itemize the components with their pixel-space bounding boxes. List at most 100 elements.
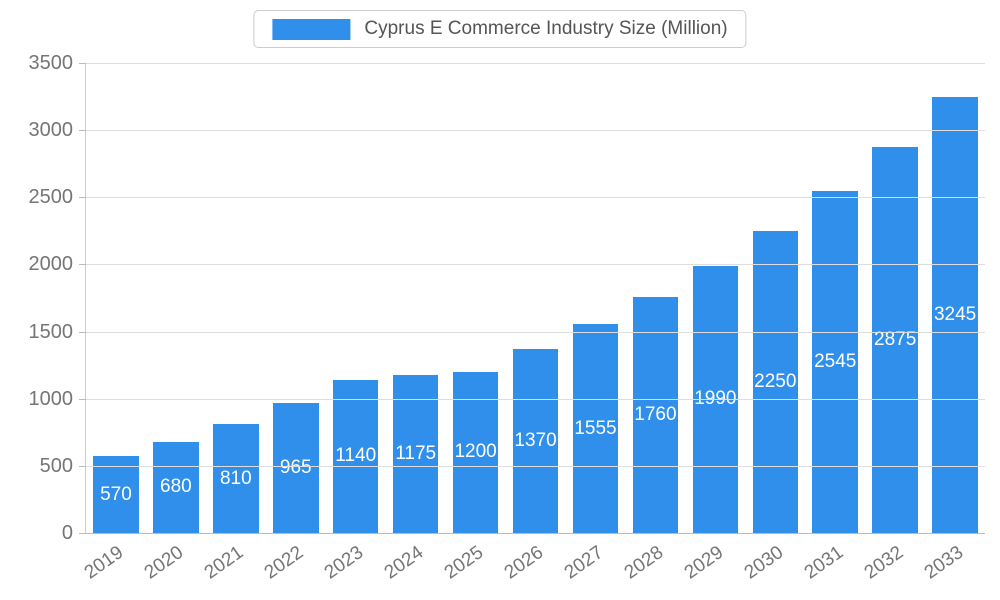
x-tick-label: 2024 (380, 542, 428, 584)
y-tick-label: 0 (61, 522, 73, 544)
x-tick-label: 2019 (80, 542, 128, 584)
legend-label: Cyprus E Commerce Industry Size (Million… (364, 18, 728, 39)
bar-value-label: 1200 (454, 441, 497, 463)
x-tick-slot: 2021 (200, 533, 265, 593)
bar-2025: 1200 (452, 371, 499, 533)
y-tick-mark (79, 264, 86, 266)
bar-slot: 680 (146, 63, 206, 533)
x-axis: 2019 2020 2021 2022 2023 2024 2025 2026 2027 2028… (80, 533, 985, 593)
gridline (86, 197, 985, 199)
bar-2032: 2875 (872, 146, 918, 533)
y-tick-label: 1500 (28, 320, 74, 343)
y-tick-mark (79, 63, 86, 64)
x-tick-label: 2025 (440, 542, 488, 584)
bar-slot: 2250 (745, 63, 805, 533)
plot-area: 570 680 810 965 1140 1175 1200 1370 1555 1760 1990… (29, 53, 985, 543)
bar-value-label: 1140 (335, 445, 377, 467)
y-tick-mark (79, 130, 86, 132)
gridline (86, 465, 985, 467)
x-tick-slot: 2030 (740, 533, 805, 593)
y-tick-label: 3000 (28, 119, 74, 142)
bar-value-label: 2875 (874, 328, 917, 350)
y-tick-mark (79, 331, 86, 333)
x-tick-slot: 2027 (560, 533, 625, 593)
x-tick-label: 2031 (800, 542, 848, 584)
y-tick-label: 500 (39, 454, 73, 477)
bar-2031: 2545 (812, 191, 858, 533)
bar-value-label: 965 (279, 457, 312, 479)
x-tick-label: 2021 (200, 542, 248, 584)
x-tick-slot: 2022 (260, 533, 325, 593)
bar-slot: 3245 (925, 63, 985, 533)
bar-2024: 1175 (392, 375, 439, 533)
bar-slot: 810 (206, 63, 266, 533)
x-tick-slot: 2031 (800, 533, 865, 593)
bar-value-label: 810 (219, 467, 252, 489)
bar-2021: 810 (213, 424, 259, 533)
x-tick-slot: 2025 (440, 533, 505, 593)
bars-container: 570 680 810 965 1140 1175 1200 1370 1555 1760 1990… (86, 63, 985, 533)
bar-slot: 570 (86, 63, 146, 533)
gridline (86, 130, 985, 132)
x-tick-slot: 2024 (380, 533, 445, 593)
x-tick-slot: 2033 (920, 533, 985, 593)
y-tick-label: 2000 (28, 253, 74, 276)
bar-value-label: 680 (160, 476, 192, 498)
bar-slot: 1140 (326, 63, 386, 533)
bar-slot: 2875 (865, 63, 925, 533)
bar-2033: 3245 (932, 97, 978, 533)
bar-2027: 1555 (572, 324, 619, 533)
bar-2020: 680 (153, 441, 199, 533)
bar-slot: 2545 (805, 63, 865, 533)
y-tick-mark (79, 398, 86, 400)
bar-value-label: 1555 (574, 417, 617, 439)
bar-slot: 1555 (566, 63, 626, 533)
x-tick-slot: 2032 (860, 533, 925, 593)
bar-slot: 965 (266, 63, 326, 533)
x-tick-label: 2027 (560, 542, 608, 584)
x-tick-label: 2020 (140, 542, 188, 584)
x-tick-label: 2029 (680, 542, 728, 584)
x-tick-slot: 2029 (680, 533, 745, 593)
x-tick-slot: 2026 (500, 533, 565, 593)
y-tick-label: 1000 (28, 387, 74, 410)
bar-slot: 1200 (446, 63, 506, 533)
legend-swatch (272, 18, 351, 40)
x-tick-slot: 2019 (80, 533, 145, 593)
bar-2022: 965 (273, 403, 319, 533)
bar-value-label: 2250 (754, 370, 797, 392)
bar-slot: 1370 (506, 63, 566, 533)
bar-value-label: 2545 (814, 351, 857, 373)
bar-2019: 570 (93, 456, 139, 533)
gridline (86, 264, 985, 266)
bar-2026: 1370 (512, 349, 559, 533)
x-tick-label: 2033 (920, 542, 968, 584)
x-tick-slot: 2023 (320, 533, 385, 593)
y-tick-label: 2500 (28, 186, 74, 209)
y-tick-mark (79, 465, 86, 467)
bar-slot: 1760 (625, 63, 685, 533)
bar-value-label: 3245 (933, 304, 977, 326)
x-tick-slot: 2028 (620, 533, 685, 593)
gridline (86, 398, 985, 400)
bar-2030: 2250 (752, 230, 799, 533)
gridline (86, 533, 985, 534)
bar-2028: 1760 (632, 296, 679, 533)
x-tick-label: 2032 (860, 542, 908, 584)
gridline (86, 331, 985, 333)
bar-slot: 1175 (386, 63, 446, 533)
y-tick-mark (79, 533, 86, 534)
bar-slot: 1990 (685, 63, 745, 533)
gridline (86, 63, 985, 64)
bar-value-label: 1175 (395, 443, 437, 465)
x-tick-slot: 2020 (140, 533, 205, 593)
bar-value-label: 1370 (514, 430, 557, 452)
x-tick-label: 2028 (620, 542, 668, 584)
bar-value-label: 1760 (634, 403, 677, 425)
x-tick-label: 2023 (320, 542, 368, 584)
x-tick-label: 2026 (500, 542, 548, 584)
x-tick-label: 2022 (260, 542, 308, 584)
legend: Cyprus E Commerce Industry Size (Million… (253, 10, 747, 48)
bar-2023: 1140 (332, 379, 379, 533)
